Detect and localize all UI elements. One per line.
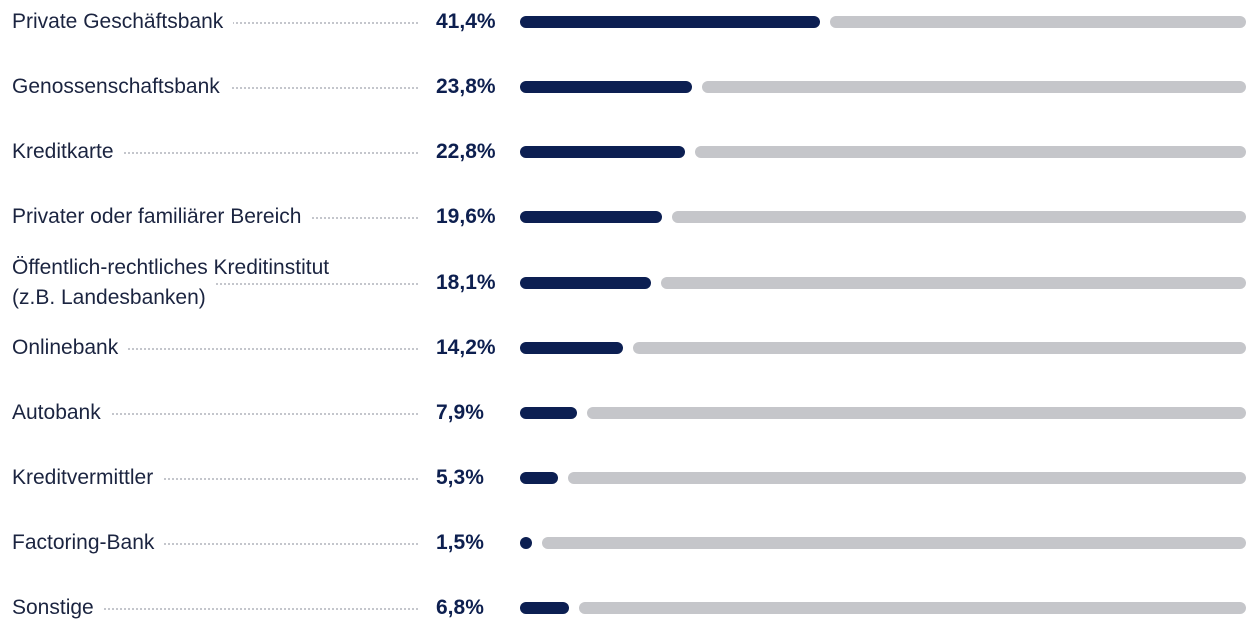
category-label: Sonstige bbox=[12, 593, 104, 623]
category-label: Öffentlich-rechtliches Kreditinstitut bbox=[12, 253, 340, 283]
value-label: 1,5% bbox=[436, 531, 484, 554]
bar-fill bbox=[520, 81, 693, 93]
bar-fill bbox=[520, 407, 578, 419]
category-label: Autobank bbox=[12, 398, 111, 428]
category-label: Private Geschäftsbank bbox=[12, 7, 234, 37]
bar-track bbox=[587, 407, 1246, 419]
bar-fill bbox=[520, 342, 623, 354]
bar-track bbox=[542, 537, 1246, 549]
category-label: Factoring-Bank bbox=[12, 528, 165, 558]
bar-track bbox=[568, 472, 1246, 484]
leader-dots bbox=[12, 348, 418, 350]
bar-fill bbox=[520, 16, 820, 28]
bar-fill bbox=[520, 211, 663, 223]
leader-dots bbox=[12, 543, 418, 545]
value-label: 18,1% bbox=[436, 271, 496, 294]
category-label: (z.B. Landesbanken) bbox=[12, 283, 216, 313]
category-label: Onlinebank bbox=[12, 333, 129, 363]
category-label: Kreditvermittler bbox=[12, 463, 164, 493]
bar-fill bbox=[520, 146, 686, 158]
value-label: 41,4% bbox=[436, 10, 496, 33]
value-label: 23,8% bbox=[436, 75, 496, 98]
value-label: 6,8% bbox=[436, 596, 484, 619]
bar-track bbox=[702, 81, 1246, 93]
category-label: Kreditkarte bbox=[12, 137, 124, 167]
bar-track bbox=[672, 211, 1246, 223]
value-label: 7,9% bbox=[436, 401, 484, 424]
bar-track bbox=[695, 146, 1246, 158]
bar-track bbox=[632, 342, 1246, 354]
value-label: 19,6% bbox=[436, 205, 496, 228]
category-label: Genossenschaftsbank bbox=[12, 72, 230, 102]
bar-track bbox=[830, 16, 1246, 28]
bar-fill bbox=[520, 472, 559, 484]
value-label: 5,3% bbox=[436, 466, 484, 489]
leader-dots bbox=[12, 608, 418, 610]
bar-fill bbox=[520, 602, 570, 614]
category-label: Privater oder familiärer Bereich bbox=[12, 202, 312, 232]
bar-track bbox=[661, 277, 1246, 289]
bar-fill bbox=[520, 277, 652, 289]
leader-dots bbox=[12, 152, 418, 154]
value-label: 14,2% bbox=[436, 336, 496, 359]
leader-dots bbox=[12, 413, 418, 415]
value-label: 22,8% bbox=[436, 140, 496, 163]
bar-fill bbox=[520, 537, 532, 549]
leader-dots bbox=[12, 478, 418, 480]
bar-track bbox=[579, 602, 1246, 614]
